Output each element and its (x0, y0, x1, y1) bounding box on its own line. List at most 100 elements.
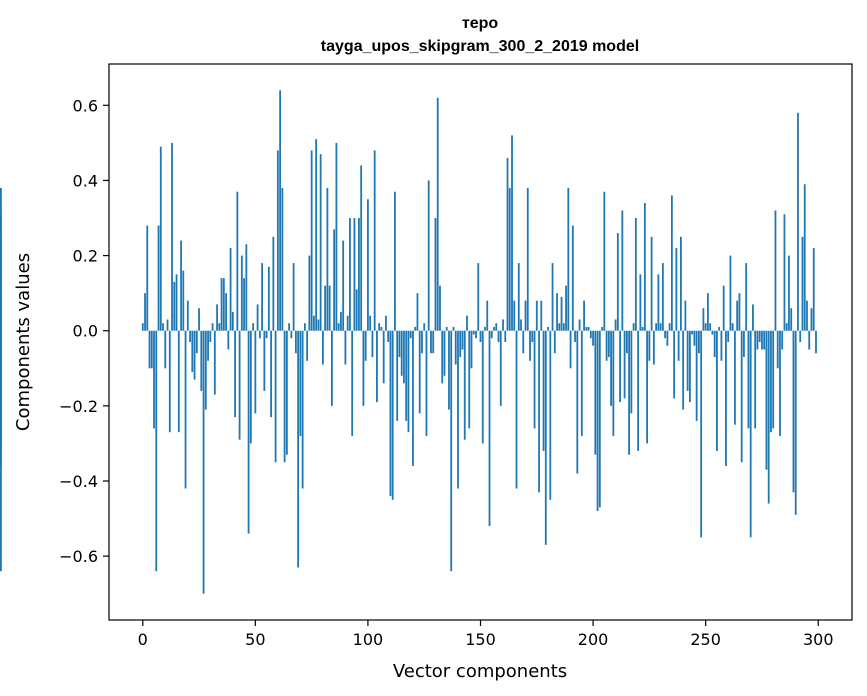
bar (360, 165, 363, 331)
bar (184, 330, 187, 489)
bar (529, 330, 531, 361)
bar (488, 330, 491, 527)
bar (150, 330, 153, 369)
bar (810, 308, 813, 331)
bar (459, 330, 462, 358)
bar (493, 326, 495, 331)
bar (303, 323, 306, 331)
bar (616, 233, 619, 331)
bar (403, 330, 405, 384)
bar (567, 187, 570, 331)
bar (301, 330, 304, 489)
y-tick-label: −0.6 (59, 547, 98, 566)
bar (677, 330, 680, 361)
y-tick-label: −0.2 (59, 397, 98, 416)
x-tick-label: 50 (245, 630, 265, 649)
bar (281, 187, 284, 331)
bar (648, 330, 651, 361)
bar (256, 304, 259, 331)
bar (290, 330, 293, 339)
bar (321, 330, 324, 365)
bar (686, 330, 689, 391)
bar (707, 293, 709, 331)
bar (497, 330, 500, 342)
bar (353, 218, 356, 331)
bar (450, 330, 453, 572)
x-tick-label: 0 (138, 630, 148, 649)
bar (576, 330, 579, 474)
bar (367, 199, 369, 331)
bar (745, 263, 748, 331)
bar (344, 330, 347, 365)
bar (605, 330, 608, 361)
bar (227, 330, 230, 350)
bar (331, 330, 333, 406)
bar (711, 330, 714, 335)
bar (540, 300, 543, 331)
bar (682, 330, 685, 410)
bar (189, 330, 191, 342)
bar (144, 293, 146, 331)
x-axis-label: Vector components (393, 661, 567, 682)
bar (499, 330, 502, 406)
bar (355, 289, 358, 331)
bar (202, 330, 205, 594)
bar (285, 330, 288, 455)
bar (0, 330, 2, 350)
bar (279, 90, 282, 331)
bar (272, 236, 275, 331)
bar (594, 330, 597, 455)
bar (222, 278, 225, 331)
bar (511, 135, 513, 331)
bar (369, 315, 372, 331)
bar (675, 248, 678, 331)
bar (324, 285, 327, 331)
bar (441, 330, 444, 384)
bar (756, 330, 759, 350)
bar (709, 323, 712, 331)
bar (299, 330, 302, 436)
bar (641, 326, 644, 331)
bar (297, 330, 300, 568)
bar (553, 330, 556, 354)
bar (294, 330, 297, 354)
bar (407, 330, 410, 433)
bar (765, 330, 768, 470)
bar (740, 330, 743, 463)
bar (799, 330, 802, 342)
bar (661, 263, 664, 331)
bar (508, 187, 511, 331)
bar (655, 323, 658, 331)
bar (729, 255, 732, 331)
bar (312, 315, 315, 331)
bar (385, 315, 387, 331)
bar (673, 330, 676, 399)
bar (670, 195, 673, 331)
bar (229, 248, 232, 331)
bar (801, 236, 804, 331)
y-tick-label: 0.6 (73, 96, 98, 115)
bar (731, 323, 734, 331)
bar (452, 326, 455, 331)
bar (776, 330, 779, 369)
bar (589, 330, 592, 339)
bar (463, 330, 466, 440)
bar (610, 330, 612, 406)
bar (193, 330, 196, 380)
bar (288, 323, 291, 331)
bar (146, 225, 149, 331)
bar (249, 330, 252, 444)
bar (351, 330, 354, 436)
bar (0, 187, 2, 331)
y-tick-label: 0.0 (73, 322, 98, 341)
bar (245, 244, 248, 331)
bar (274, 330, 277, 463)
bar (486, 300, 489, 331)
bar (637, 330, 640, 451)
bar (684, 300, 687, 331)
bar (204, 330, 207, 410)
bar (148, 330, 151, 369)
bar (763, 330, 766, 350)
bar (794, 330, 797, 515)
bar (621, 210, 624, 331)
